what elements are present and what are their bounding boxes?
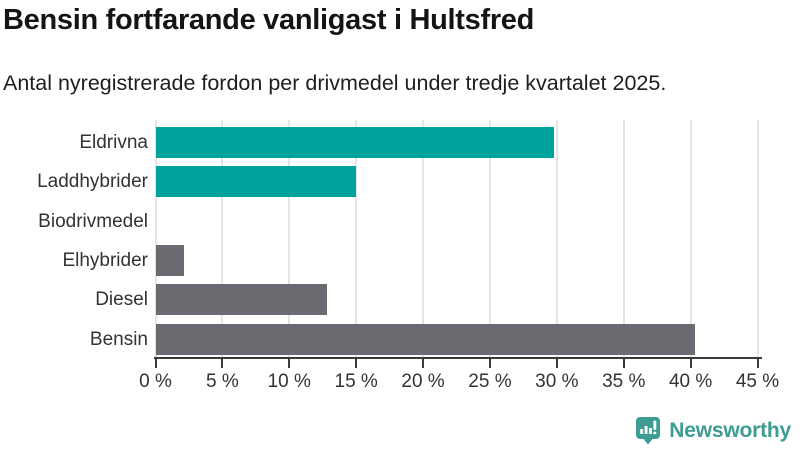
category-label-bensin: Bensin [89,328,148,350]
x-tick-label-30: 30 % [535,370,579,392]
bar-bensin [155,323,695,355]
gridline-15 [355,120,358,357]
category-label-laddhybrider: Laddhybrider [37,171,148,193]
x-tick-label-0: 0 % [139,370,172,392]
gridline-30 [555,120,558,357]
x-tick-label-45: 45 % [735,370,780,392]
x-tick-label-35: 35 % [602,370,646,392]
newsworthy-logo: Newsworthy [636,417,791,445]
newsworthy-logo-text: Newsworthy [669,419,791,442]
chart-subtitle: Antal nyregistrerade fordon per drivmede… [3,71,667,95]
x-tick-35 [622,359,625,368]
gridline-25 [488,120,491,357]
bar-eldrivna [155,126,555,158]
x-tick-label-20: 20 % [401,370,445,392]
bar-elhybrider [155,244,184,276]
gridline-20 [422,120,425,357]
x-tick-5 [221,359,224,368]
x-tick-label-5: 5 % [206,370,239,392]
x-tick-15 [355,359,358,368]
x-tick-45 [756,359,759,368]
gridline-5 [221,120,224,357]
gridline-10 [288,120,291,357]
gridline-40 [689,120,692,357]
category-label-elhybrider: Elhybrider [62,249,148,271]
chart-title: Bensin fortfarande vanligast i Hultsfred [3,4,535,36]
x-tick-label-15: 15 % [334,370,378,392]
bar-laddhybrider [155,166,357,198]
gridline-45 [756,120,759,357]
category-label-eldrivna: Eldrivna [79,131,148,153]
x-tick-10 [288,359,291,368]
x-tick-20 [422,359,425,368]
x-tick-label-40: 40 % [668,370,713,392]
gridline-0 [154,120,157,357]
x-tick-label-25: 25 % [468,370,512,392]
x-tick-40 [689,359,692,368]
x-tick-0 [154,359,157,368]
bar-diesel [155,284,327,316]
x-tick-label-10: 10 % [267,370,311,392]
x-tick-25 [488,359,491,368]
category-label-biodrivmedel: Biodrivmedel [38,210,148,232]
newsworthy-logo-icon [636,417,661,445]
gridline-35 [622,120,625,357]
category-label-diesel: Diesel [95,289,148,311]
x-axis-line [153,356,762,359]
x-tick-30 [555,359,558,368]
